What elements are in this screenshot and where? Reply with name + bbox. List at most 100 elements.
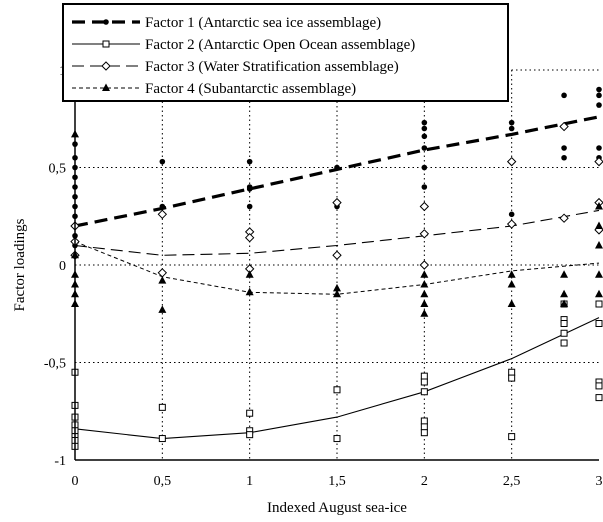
data-point-factor-1	[334, 164, 340, 171]
legend-label-factor-1: Factor 1 (Antarctic sea ice assemblage)	[145, 15, 381, 31]
data-point-factor-2	[420, 417, 428, 425]
legend-marker-factor-2	[102, 40, 110, 48]
legend-label-factor-2: Factor 2 (Antarctic Open Ocean assemblag…	[145, 37, 415, 53]
data-point-factor-1	[561, 145, 567, 151]
data-point-factor-2	[420, 372, 428, 380]
data-point-factor-1	[421, 125, 428, 132]
legend-box	[62, 3, 509, 102]
data-point-factor-3	[157, 209, 168, 220]
data-point-factor-1	[596, 102, 602, 108]
data-point-factor-2	[420, 388, 428, 396]
grid	[75, 70, 599, 460]
x-tick-label: 1	[246, 474, 253, 489]
data-point-factor-1	[421, 133, 428, 140]
data-point-factor-2	[595, 394, 603, 402]
x-tick-label: 2,5	[503, 474, 521, 489]
data-point-factor-4	[158, 276, 167, 284]
y-tick-label: -0,5	[44, 357, 66, 372]
data-point-factor-1	[246, 203, 253, 210]
x-axis-label: Indexed August sea-ice	[267, 500, 407, 516]
data-point-factor-4	[595, 241, 603, 249]
data-point-factor-4	[507, 299, 516, 307]
data-point-factor-1	[159, 158, 166, 165]
y-tick-label: 0,5	[49, 162, 67, 177]
data-point-factor-2	[560, 320, 568, 327]
data-point-factor-1	[246, 158, 253, 165]
x-axis-ticks: 0 0,5 1 1,5 2 2,5 3	[72, 474, 603, 489]
data-point-factor-3	[332, 250, 342, 260]
data-point-factor-4	[595, 289, 603, 298]
data-point-factor-4	[507, 280, 516, 288]
data-point-factor-4	[595, 270, 603, 278]
data-point-factor-2	[420, 429, 428, 437]
x-tick-label: 0	[72, 474, 79, 489]
data-point-factor-3	[559, 121, 569, 132]
data-point-factor-3	[419, 260, 430, 270]
data-point-factor-1	[246, 186, 253, 192]
legend-marker-factor-4	[102, 83, 110, 91]
data-point-factor-4	[595, 202, 603, 210]
data-point-factor-1	[596, 92, 602, 99]
data-point-factor-1	[596, 86, 602, 93]
data-point-factor-3	[244, 232, 255, 243]
data-point-factor-1	[561, 154, 567, 161]
x-tick-label: 2	[421, 474, 428, 489]
data-point-factor-3	[506, 219, 517, 229]
data-point-factor-1	[508, 125, 515, 132]
data-point-factor-1	[508, 119, 515, 126]
data-point-factor-4	[560, 289, 569, 298]
data-point-factor-2	[158, 403, 166, 411]
data-point-factor-1	[508, 211, 515, 218]
data-point-factor-2	[158, 435, 166, 443]
y-axis-label: Factor loadings	[12, 218, 28, 311]
data-point-factor-2	[595, 320, 603, 327]
legend: Factor 1 (Antarctic sea ice assemblage) F…	[62, 3, 509, 102]
data-point-factor-1	[421, 184, 428, 190]
legend-marker-factor-1	[103, 19, 109, 25]
data-point-factor-4	[333, 289, 341, 298]
data-point-factor-1	[421, 145, 428, 151]
data-point-factor-1	[421, 164, 428, 171]
data-point-factor-2	[508, 368, 516, 376]
data-point-factor-1	[596, 145, 602, 151]
data-point-factor-2	[595, 300, 603, 308]
data-point-factor-3	[506, 156, 517, 167]
data-point-factor-2	[333, 386, 341, 394]
data-point-factor-3	[419, 201, 430, 212]
data-point-factor-3	[559, 213, 569, 223]
data-point-factor-1	[421, 119, 428, 126]
data-point-factor-2	[246, 431, 254, 439]
data-point-factor-4	[245, 287, 254, 296]
data-point-factor-2	[560, 339, 568, 347]
data-point-factor-4	[420, 299, 429, 307]
data-point-factor-4	[595, 221, 603, 229]
data-point-factor-3	[594, 156, 603, 167]
data-point-factor-1	[159, 203, 166, 210]
data-point-factor-2	[333, 435, 341, 443]
data-point-factor-1	[561, 92, 567, 99]
data-point-factor-4	[333, 283, 341, 292]
y-tick-label: 0	[59, 259, 66, 274]
x-tick-label: 0,5	[154, 474, 172, 489]
data-point-factor-2	[508, 374, 516, 382]
data-point-factor-2	[508, 433, 516, 441]
data-point-factor-2	[420, 423, 428, 431]
data-point-factor-3	[332, 197, 342, 208]
x-tick-label: 1,5	[328, 474, 346, 489]
data-point-factor-4	[420, 289, 429, 298]
data-point-factor-2	[246, 409, 254, 417]
legend-label-factor-3: Factor 3 (Water Stratification assemblag…	[145, 59, 399, 75]
data-point-factor-4	[420, 280, 429, 288]
x-tick-label: 3	[596, 474, 603, 489]
data-point-factor-4	[158, 305, 167, 313]
y-tick-label: -1	[54, 454, 66, 469]
data-point-factor-2	[595, 382, 603, 390]
legend-marker-factor-3	[101, 61, 111, 71]
y-axis-ticks: -1-0,500,51	[44, 64, 66, 469]
data-point-factor-2	[560, 329, 568, 337]
data-point-factor-2	[420, 378, 428, 386]
legend-label-factor-4: Factor 4 (Subantarctic assemblage)	[145, 81, 356, 97]
data-point-factor-4	[420, 270, 429, 278]
data-point-factor-4	[420, 309, 429, 317]
